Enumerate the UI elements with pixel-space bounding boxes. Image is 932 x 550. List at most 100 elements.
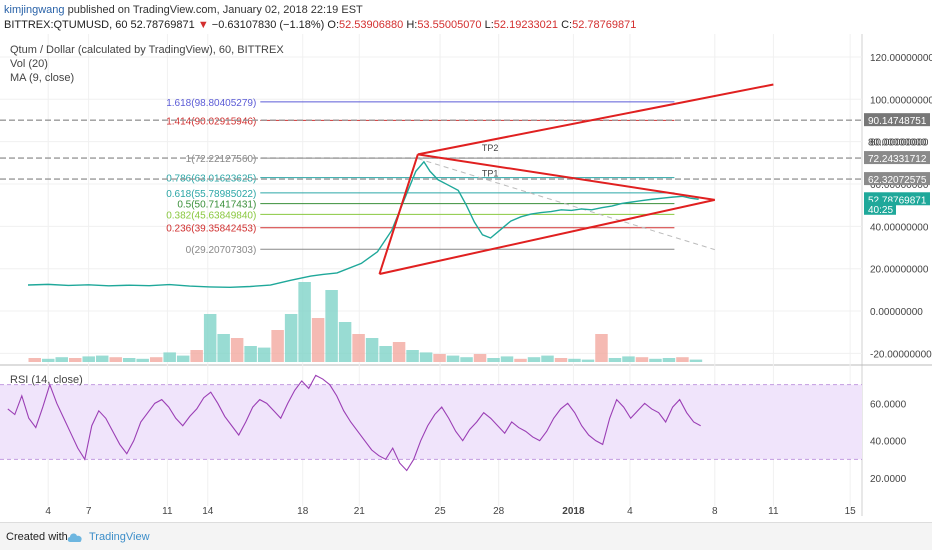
- symbol-label: BITTREX:QTUMUSD, 60: [4, 19, 128, 31]
- dashed-trendline: [417, 158, 715, 251]
- x-tick-label: 4: [45, 506, 51, 516]
- volume-bar: [541, 355, 554, 362]
- volume-bar: [122, 358, 136, 362]
- volume-bar: [608, 358, 622, 362]
- price-axis-tag: [864, 201, 896, 215]
- fib-level-label: 0.618(55.78985022): [166, 189, 256, 200]
- volume-bar: [406, 350, 419, 362]
- volume-bar: [109, 357, 122, 362]
- fib-level-label: 0.236(39.35842453): [166, 224, 256, 235]
- volume-bar: [689, 359, 703, 362]
- volume-bar: [325, 290, 338, 362]
- volume-bar: [55, 357, 68, 362]
- x-tick-label: 11: [162, 506, 173, 516]
- volume-bar: [649, 358, 662, 362]
- x-tick-label: 8: [712, 506, 718, 516]
- y-tick-label: 40.00000000: [870, 222, 929, 233]
- price-axis-tag-text: 72.24331712: [868, 154, 927, 165]
- price-axis-tag-text: 80.00000000: [868, 138, 927, 149]
- trendline: [417, 153, 715, 201]
- price-chart-svg[interactable]: 4 7 11 14 18 21 25 28 2018 4 8 11 15 120.00000000 100.…: [0, 34, 932, 516]
- x-tick-label: 7: [86, 506, 92, 516]
- fib-level-label: 1.414(90.02915946): [166, 116, 256, 127]
- volume-bar: [514, 358, 527, 362]
- tradingview-cloud-icon: [67, 533, 82, 542]
- x-tick-label: 4: [627, 506, 633, 516]
- volume-bar: [568, 358, 581, 362]
- chart-title-legend: Qtum / Dollar (calculated by TradingView…: [10, 44, 284, 56]
- volume-bar: [352, 334, 365, 362]
- volume-bar: [28, 358, 41, 362]
- price-line: [27, 160, 699, 289]
- author-link[interactable]: kimjingwang: [4, 4, 65, 16]
- volume-bar: [379, 346, 392, 362]
- high-value: 53.55005070: [417, 19, 482, 31]
- tp-label: TP1: [482, 168, 499, 178]
- volume-bar: [473, 354, 487, 362]
- low-value: 52.19233021: [493, 19, 559, 31]
- volume-bar: [554, 358, 568, 362]
- trendline: [378, 154, 419, 275]
- volume-bar: [298, 282, 311, 362]
- volume-bar: [82, 356, 95, 362]
- x-tick-label: 2018: [562, 506, 585, 516]
- y-tick-label: 120.00000000: [870, 53, 932, 64]
- created-with-text: Created with: [6, 531, 68, 543]
- last-price: 52.78769871: [130, 19, 195, 31]
- volume-bar: [217, 334, 230, 362]
- rsi-tick-label: 20.0000: [870, 474, 907, 485]
- rsi-legend: RSI (14, close): [10, 374, 83, 386]
- y-tick-label: 80.00000000: [870, 138, 929, 149]
- footer: Created with TradingView: [0, 522, 932, 550]
- volume-bar: [595, 334, 608, 362]
- x-tick-label: 11: [768, 506, 779, 516]
- volume-bar: [446, 355, 460, 362]
- volume-bar: [244, 346, 257, 362]
- volume-bar: [460, 357, 473, 362]
- publish-info: kimjingwang published on TradingView.com…: [4, 3, 363, 17]
- low-label: L:: [484, 19, 494, 31]
- volume-bar: [230, 338, 244, 362]
- y-tick-label: 60.00000000: [870, 180, 929, 191]
- chart-area[interactable]: 4 7 11 14 18 21 25 28 2018 4 8 11 15 120.00000000 100.…: [0, 34, 932, 516]
- open-value: 52.53906880: [339, 19, 404, 31]
- tradingview-link[interactable]: TradingView: [89, 531, 150, 543]
- volume-bar: [284, 314, 298, 362]
- volume-bar: [662, 358, 676, 362]
- y-tick-label: 100.00000000: [870, 95, 932, 106]
- price-axis-tag: [864, 151, 930, 165]
- y-tick-label: 20.00000000: [870, 265, 929, 276]
- volume-bar: [95, 355, 109, 362]
- volume-bar: [419, 352, 433, 362]
- volume-bar: [136, 358, 149, 362]
- x-tick-label: 25: [435, 506, 447, 516]
- volume-bar: [271, 330, 284, 362]
- volume-bar: [365, 338, 379, 362]
- price-axis-tag: [864, 113, 930, 127]
- x-tick-label: 15: [845, 506, 857, 516]
- price-axis-tag-text: 52.78769871: [868, 195, 927, 206]
- price-axis-tag-text: 90.14748751: [868, 116, 927, 127]
- trendline: [379, 198, 716, 275]
- quote-line: BITTREX:QTUMUSD, 60 52.78769871 ▼ −0.631…: [4, 18, 636, 32]
- volume-bar: [203, 314, 217, 362]
- volume-bar: [527, 357, 541, 362]
- rsi-tick-label: 60.0000: [870, 399, 907, 410]
- price-axis-tag: [864, 172, 930, 186]
- volume-bar: [676, 357, 689, 362]
- volume-bar: [622, 356, 635, 362]
- fib-level-label: 1(72.22127560): [186, 154, 257, 165]
- volume-legend: Vol (20): [10, 58, 48, 70]
- y-tick-label: -20.00000000: [870, 349, 932, 360]
- publish-text: published on TradingView.com, January 02…: [67, 4, 363, 16]
- close-label: C:: [561, 19, 573, 31]
- open-label: O:: [327, 19, 340, 31]
- volume-bar: [149, 357, 163, 362]
- y-tick-label: 0.00000000: [870, 307, 923, 318]
- ma-legend: MA (9, close): [10, 72, 75, 84]
- fib-level-label: 1.618(98.80405279): [166, 98, 256, 109]
- trendline: [417, 83, 774, 156]
- volume-bar: [163, 352, 176, 362]
- volume-bar: [41, 358, 55, 362]
- volume-bar: [257, 347, 271, 362]
